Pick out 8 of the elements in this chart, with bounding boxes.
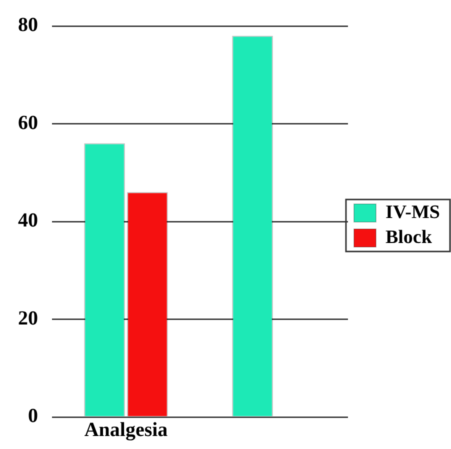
y-tick-label: 40 [18, 210, 38, 232]
legend-label: IV-MS [385, 202, 440, 223]
y-tick-label: 20 [18, 307, 38, 330]
y-tick-label: 60 [18, 112, 38, 134]
legend-label: Block [385, 226, 432, 248]
y-tick-label: 80 [18, 14, 38, 36]
y-tick-label: 0 [28, 405, 38, 428]
x-tick-label: Analgesia [84, 419, 168, 442]
